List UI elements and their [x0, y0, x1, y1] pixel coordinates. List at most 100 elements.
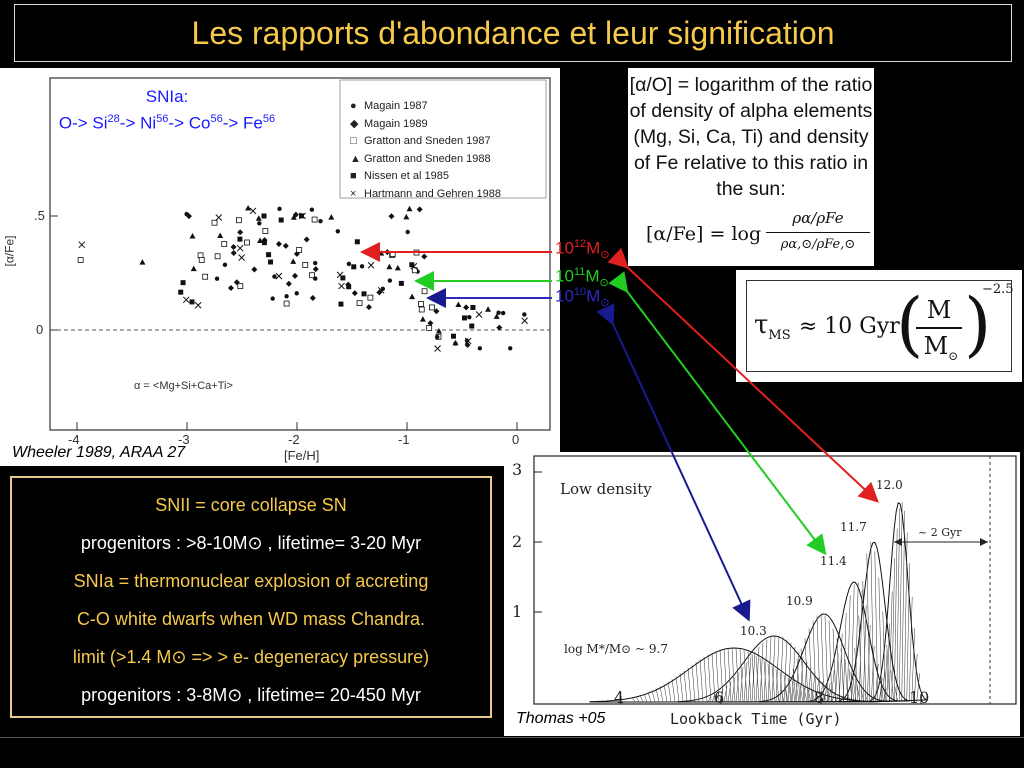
- sfh-hatch: [842, 612, 847, 703]
- scatter-point: [244, 239, 250, 246]
- scatter-point: [338, 301, 344, 307]
- scatter-point: [403, 213, 410, 220]
- sfh-hatch: [803, 687, 808, 703]
- thomas-credit: Thomas +05: [516, 710, 606, 727]
- sfh-hatch: [687, 667, 692, 703]
- sfh-hatch: [791, 680, 796, 703]
- scatter-point: [455, 301, 462, 307]
- sfh-hatch: [898, 502, 903, 703]
- legend-entry: × Hartmann and Gehren 1988: [350, 187, 501, 200]
- scatter-point: [194, 301, 202, 309]
- sfh-hatch: [795, 651, 800, 703]
- legend: ● Magain 1987 ◆ Magain 1989 □ Gratton and S…: [350, 98, 501, 203]
- scatter-point: [139, 259, 146, 265]
- legend-entry: ◆ Magain 1989: [350, 117, 428, 130]
- sfh-hatch: [812, 620, 817, 703]
- sfh-hatch: [691, 664, 696, 703]
- sfh-hatch: [743, 661, 748, 703]
- sfh-hatch: [735, 672, 740, 703]
- sfh-hatch: [832, 628, 837, 703]
- scatter-point: [255, 215, 262, 221]
- sfh-hatch: [862, 580, 867, 703]
- scatter-point: [427, 320, 434, 327]
- xtick-label: -2: [288, 432, 300, 447]
- scatter-point: [230, 244, 237, 251]
- sfh-hatch: [783, 639, 788, 703]
- scatter-point: [496, 310, 501, 315]
- scatter-point: [237, 229, 244, 236]
- sfh-hatch: [823, 685, 828, 703]
- scatter-point: [268, 259, 274, 265]
- scatter-point: [461, 315, 467, 321]
- scatter-point: [180, 280, 186, 286]
- info-line: C-O white dwarfs when WD mass Chandra.: [76, 609, 426, 629]
- sfh-hatch: [866, 553, 871, 703]
- scatter-point: [77, 257, 84, 264]
- sfh-hatch: [844, 659, 849, 703]
- sfh-hatch: [824, 615, 829, 703]
- exponent: −2.5: [982, 282, 1014, 297]
- sfh-hatch: [775, 636, 780, 703]
- curve-label: log M*/M⊙ ~ 9.7: [564, 642, 668, 656]
- scatter-point: [211, 219, 218, 226]
- sfh-curve: [808, 581, 898, 703]
- sfh-hatch: [759, 658, 764, 703]
- scatter-point: [434, 345, 441, 352]
- sfh-hatch: [828, 620, 833, 703]
- sfh-hatch: [799, 656, 804, 703]
- sfh-hatch: [901, 510, 905, 703]
- scatter-point: [182, 296, 190, 304]
- scatter-point: [249, 207, 257, 215]
- scatter-point: [416, 206, 423, 213]
- sfh-hatch: [911, 628, 915, 703]
- sfh-hatch: [759, 642, 764, 703]
- arrow-green-diagonal: [608, 271, 827, 556]
- sfh-hatch: [727, 681, 732, 703]
- sfh-hatch: [883, 650, 888, 703]
- scatter-point: [222, 262, 228, 268]
- sfh-hatch: [663, 684, 668, 703]
- scatter-point: [380, 286, 386, 292]
- scatter-point: [410, 262, 418, 270]
- sfh-hatch: [699, 659, 704, 703]
- scatter-point: [189, 299, 195, 305]
- scatter-point: [464, 338, 470, 343]
- paren-left: (: [896, 283, 924, 365]
- scatter-point: [386, 263, 393, 270]
- sfh-hatch: [908, 596, 913, 703]
- sfh-hatch: [779, 672, 784, 703]
- info-line: limit (>1.4 M⊙ => > e- degeneracy pressu…: [72, 647, 430, 667]
- sfh-hatch: [882, 688, 887, 703]
- scatter-point: [189, 232, 196, 239]
- definition-text: [α/O] = logarithm of the ratio of densit…: [629, 74, 873, 200]
- legend-entry: ▲ Gratton and Sneden 1988: [350, 152, 491, 165]
- scatter-svg: [49, 77, 551, 431]
- arrow-red-diagonal: [607, 247, 879, 503]
- sfh-hatch: [870, 645, 875, 703]
- scatter-point: [433, 308, 440, 315]
- scatter-point: [266, 252, 272, 258]
- slide-title: Les rapports d'abondance et leur signifi…: [191, 14, 835, 51]
- sfh-hatch: [683, 670, 688, 703]
- scatter-point: [313, 276, 318, 281]
- sfh-hatch: [819, 694, 824, 703]
- scatter-point: [469, 323, 475, 329]
- peak-label: 11.7: [840, 520, 867, 534]
- mass-label-10: 1010M⊙: [555, 286, 610, 310]
- sfh-hatch: [888, 591, 893, 703]
- scatter-point: [387, 278, 393, 283]
- sfh-hatch: [815, 677, 820, 703]
- scatter-point: [214, 276, 220, 281]
- sfh-hatch: [891, 558, 895, 703]
- sfh-svg: [533, 455, 1017, 705]
- sfh-curves: [589, 502, 928, 703]
- sfh-hatch: [854, 582, 859, 703]
- scatter-point: [340, 275, 346, 281]
- sfh-hatch: [755, 646, 760, 703]
- sfh-hatch: [854, 647, 859, 703]
- scatter-point: [262, 228, 269, 234]
- scatter-point: [261, 240, 267, 246]
- scatter-point: [238, 254, 245, 262]
- scatter-point: [418, 306, 425, 313]
